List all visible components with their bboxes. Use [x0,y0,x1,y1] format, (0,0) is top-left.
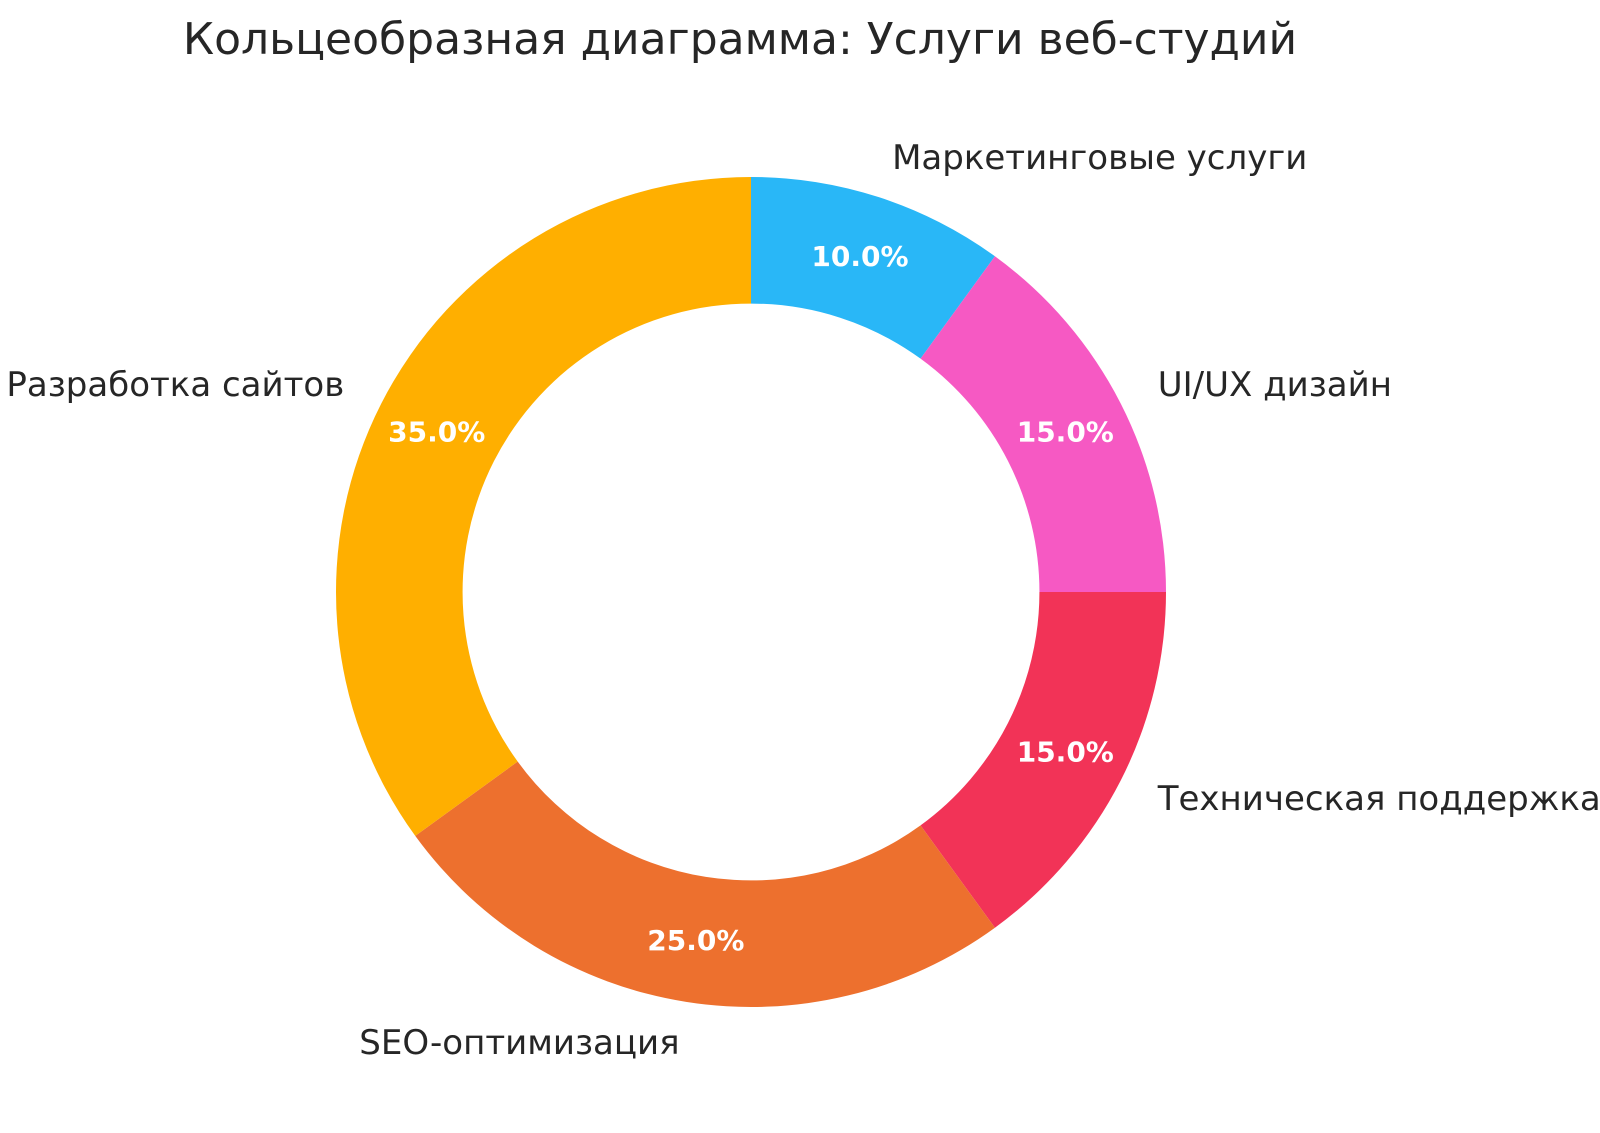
chart-title: Кольцеобразная диаграмма: Услуги веб-сту… [182,14,1298,65]
donut-category-labels-layer: Маркетинговые услуги UI/UX дизайн Техничес… [6,138,1600,1063]
slice-percent-label-0: 10.0% [811,240,908,273]
slice-percent-label-3: 25.0% [647,924,744,957]
donut-slice-3 [415,761,995,1007]
slice-category-label-3: SEO-оптимизация [359,1023,679,1063]
slice-percent-label-4: 35.0% [388,415,485,448]
donut-slices-layer [336,177,1166,1007]
donut-slice-4 [336,177,751,836]
slice-category-label-0: Маркетинговые услуги [892,138,1307,178]
donut-percent-labels-layer: 10.0% 15.0% 15.0% 25.0% 35.0% [388,240,1114,957]
slice-category-label-4: Разработка сайтов [6,365,344,405]
donut-slice-1 [920,256,1166,592]
slice-category-label-1: UI/UX дизайн [1158,365,1392,405]
donut-slice-0 [751,177,995,359]
donut-slice-2 [920,592,1166,928]
slice-percent-label-2: 15.0% [1017,736,1114,769]
slice-category-label-2: Техническая поддержка [1157,779,1600,819]
slice-percent-label-1: 15.0% [1017,415,1114,448]
